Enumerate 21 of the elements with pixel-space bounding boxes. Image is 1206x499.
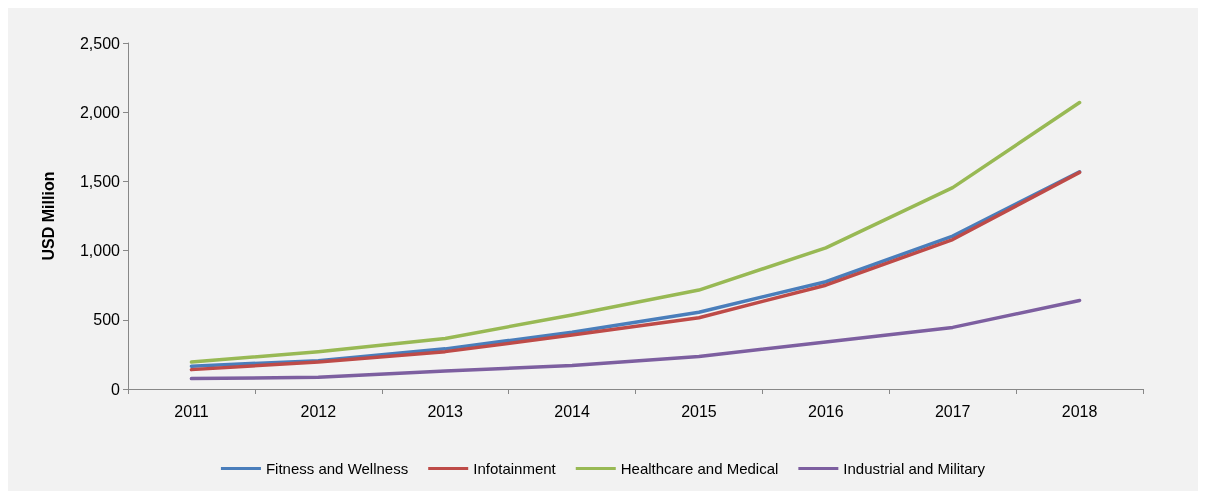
legend-label: Healthcare and Medical bbox=[620, 460, 779, 477]
line-series bbox=[189, 100, 1082, 364]
y-tick-label: 1,000 bbox=[79, 242, 121, 260]
x-tick-label: 2012 bbox=[300, 402, 337, 420]
x-tick-label: 2017 bbox=[934, 402, 971, 420]
line-series bbox=[189, 298, 1082, 381]
y-tick-label: 1,500 bbox=[79, 172, 121, 190]
x-tick-label: 2015 bbox=[681, 402, 717, 420]
x-tick-label: 2011 bbox=[174, 402, 209, 420]
legend-label: Industrial and Military bbox=[843, 460, 986, 477]
x-tick-label: 2018 bbox=[1061, 402, 1098, 420]
y-tick-label: 2,500 bbox=[79, 34, 121, 52]
y-tick-label: 500 bbox=[93, 311, 121, 329]
y-axis-title: USD Million bbox=[39, 171, 57, 261]
legend-label: Infotainment bbox=[473, 460, 557, 477]
legend-label: Fitness and Wellness bbox=[265, 460, 409, 477]
x-tick-label: 2016 bbox=[808, 402, 844, 420]
x-tick-label: 2013 bbox=[427, 402, 464, 420]
x-tick-label: 2014 bbox=[554, 402, 590, 420]
y-tick-label: 2,000 bbox=[79, 103, 121, 121]
y-tick-label: 0 bbox=[111, 380, 121, 398]
